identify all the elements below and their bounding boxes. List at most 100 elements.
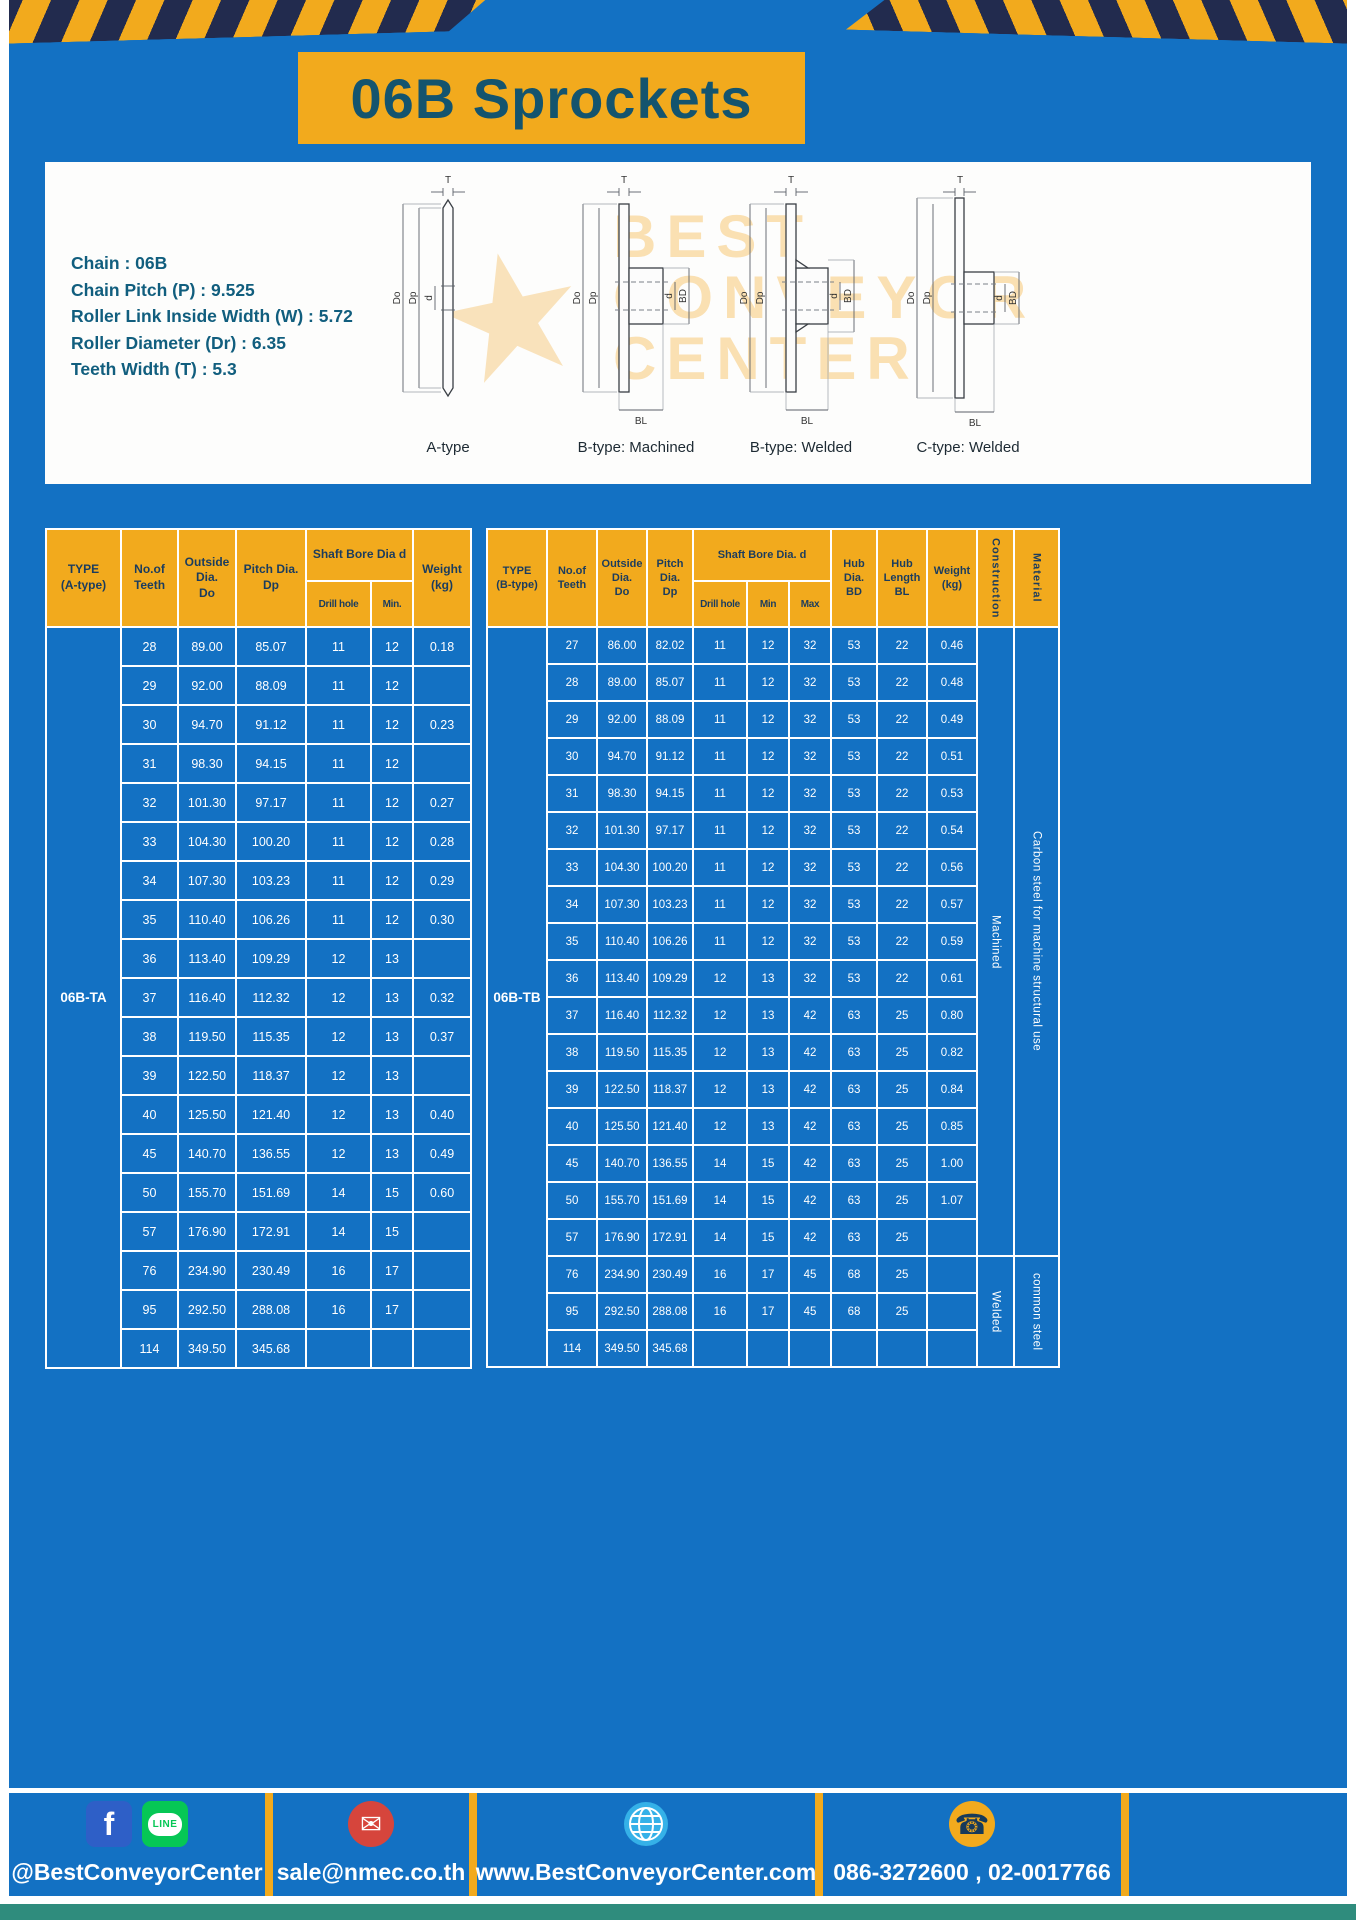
- table-row: 29 92.00 88.09 11 12: [46, 665, 473, 706]
- data-cell: 0.29: [412, 860, 473, 901]
- table-row: 35 110.40 106.26 11 12 0.30: [46, 899, 473, 940]
- data-cell: [926, 1292, 978, 1331]
- footer-email[interactable]: sale@nmec.co.th: [276, 1859, 466, 1885]
- sprocket-table-a: TYPE (A-type) No.of Teeth Outside Dia. D…: [45, 528, 473, 1369]
- data-cell: 234.90: [177, 1250, 237, 1291]
- data-cell: 103.23: [235, 860, 307, 901]
- data-cell: 30: [120, 704, 179, 745]
- footer-social-icons: f LINE: [86, 1801, 188, 1847]
- spec-drawing-panel: ★ BEST CONVEYOR CENTER Chain : 06B Chain…: [45, 162, 1311, 484]
- data-cell: 11: [692, 922, 748, 961]
- data-cell: 12: [692, 959, 748, 998]
- data-cell: 13: [369, 1055, 415, 1096]
- type-label-cell: 06B-TA: [45, 626, 122, 1369]
- data-cell: 122.50: [177, 1055, 237, 1096]
- data-cell: 115.35: [646, 1033, 694, 1072]
- data-cell: 11: [692, 626, 748, 665]
- envelope-glyph: ✉: [360, 1808, 382, 1839]
- spec-line-chain: Chain : 06B: [71, 253, 168, 273]
- footer-website[interactable]: www.BestConveyorCenter.com: [475, 1859, 817, 1885]
- dim-label-dp: Dp: [588, 291, 599, 304]
- hazard-stripe-left: [9, 0, 510, 44]
- data-cell: 45: [788, 1292, 832, 1331]
- data-cell: 12: [369, 782, 415, 823]
- footer-social-handle[interactable]: @BestConveyorCenter: [11, 1859, 263, 1885]
- dim-label-bl: BL: [969, 418, 982, 429]
- data-cell: 53: [830, 737, 878, 776]
- footer-phone-section: ☎ 086-3272600 , 02-0017766: [823, 1793, 1121, 1896]
- data-cell: 88.09: [646, 700, 694, 739]
- data-cell: [926, 1218, 978, 1257]
- facebook-icon[interactable]: f: [86, 1801, 132, 1847]
- data-cell: 17: [369, 1250, 415, 1291]
- data-cell: 25: [876, 1033, 928, 1072]
- data-cell: 13: [369, 1016, 415, 1057]
- phone-icon[interactable]: ☎: [949, 1801, 995, 1847]
- data-cell: 53: [830, 663, 878, 702]
- watermark-line: CENTER: [613, 325, 920, 393]
- col-header-hub-dia: Hub Dia. BD: [830, 528, 878, 628]
- construction-cell: Welded: [976, 1255, 1015, 1368]
- data-cell: 25: [876, 996, 928, 1035]
- data-cell: 94.70: [177, 704, 237, 745]
- data-cell: 95: [120, 1289, 179, 1330]
- data-cell: [746, 1329, 790, 1368]
- material-cell: Carbon steel for machine structural use: [1013, 626, 1060, 1257]
- table-b-body: 06B-TB 27 86.00 82.02 11 12 32 53 22 0.46 Machined…: [486, 626, 1060, 1368]
- data-cell: 42: [788, 1107, 832, 1146]
- footer-phones[interactable]: 086-3272600 , 02-0017766: [833, 1859, 1111, 1885]
- data-cell: 12: [746, 811, 790, 850]
- data-cell: 92.00: [596, 700, 648, 739]
- line-icon[interactable]: LINE: [142, 1801, 188, 1847]
- data-cell: 12: [746, 700, 790, 739]
- dim-label-dp: Dp: [755, 291, 766, 304]
- table-row: 32 101.30 97.17 11 12 32 53 22 0.54: [487, 811, 1059, 850]
- data-cell: 16: [305, 1250, 372, 1291]
- data-cell: 63: [830, 1218, 878, 1257]
- table-row: 76 234.90 230.49 16 17: [46, 1250, 473, 1291]
- data-cell: 172.91: [646, 1218, 694, 1257]
- footer-filler: [1129, 1793, 1347, 1896]
- watermark-line: BEST: [613, 203, 814, 270]
- data-cell: 14: [692, 1218, 748, 1257]
- data-cell: 11: [692, 700, 748, 739]
- table-row: 45 140.70 136.55 12 13 0.49: [46, 1133, 473, 1174]
- data-cell: 25: [876, 1181, 928, 1220]
- data-cell: 98.30: [177, 743, 237, 784]
- data-cell: 36: [120, 938, 179, 979]
- data-cell: 12: [305, 938, 372, 979]
- data-cell: 12: [369, 704, 415, 745]
- col-header-teeth: No.of Teeth: [120, 528, 179, 628]
- table-b-header: TYPE (B-type) No.of Teeth Outside Dia. D…: [486, 528, 1060, 628]
- data-cell: 32: [788, 811, 832, 850]
- data-cell: 53: [830, 848, 878, 887]
- col-header-min: Min: [746, 580, 790, 628]
- data-cell: 42: [788, 1218, 832, 1257]
- data-cell: 89.00: [177, 626, 237, 667]
- data-cell: 0.46: [926, 626, 978, 665]
- data-cell: 82.02: [646, 626, 694, 665]
- data-cell: 85.07: [646, 663, 694, 702]
- data-cell: 31: [546, 774, 598, 813]
- data-cell: 109.29: [235, 938, 307, 979]
- col-header-outside-dia: Outside Dia. Do: [177, 528, 237, 628]
- table-row: 45 140.70 136.55 14 15 42 63 25 1.00: [487, 1144, 1059, 1183]
- table-row: 57 176.90 172.91 14 15: [46, 1211, 473, 1252]
- catalog-page: 06B Sprockets ★ BEST CONVEYOR CENTER Cha…: [9, 0, 1347, 1896]
- data-cell: 32: [546, 811, 598, 850]
- data-cell: 37: [546, 996, 598, 1035]
- data-cell: 12: [746, 626, 790, 665]
- globe-icon[interactable]: [623, 1801, 669, 1852]
- data-cell: 22: [876, 663, 928, 702]
- data-cell: 53: [830, 774, 878, 813]
- data-cell: 42: [788, 1144, 832, 1183]
- data-cell: 29: [120, 665, 179, 706]
- email-icon[interactable]: ✉: [348, 1801, 394, 1847]
- data-cell: 63: [830, 1181, 878, 1220]
- data-cell: 118.37: [235, 1055, 307, 1096]
- footer-separator: [265, 1793, 273, 1896]
- data-cell: [926, 1329, 978, 1368]
- dim-label-t: T: [621, 175, 627, 186]
- col-header-construction: Construction: [976, 528, 1015, 628]
- data-cell: 119.50: [177, 1016, 237, 1057]
